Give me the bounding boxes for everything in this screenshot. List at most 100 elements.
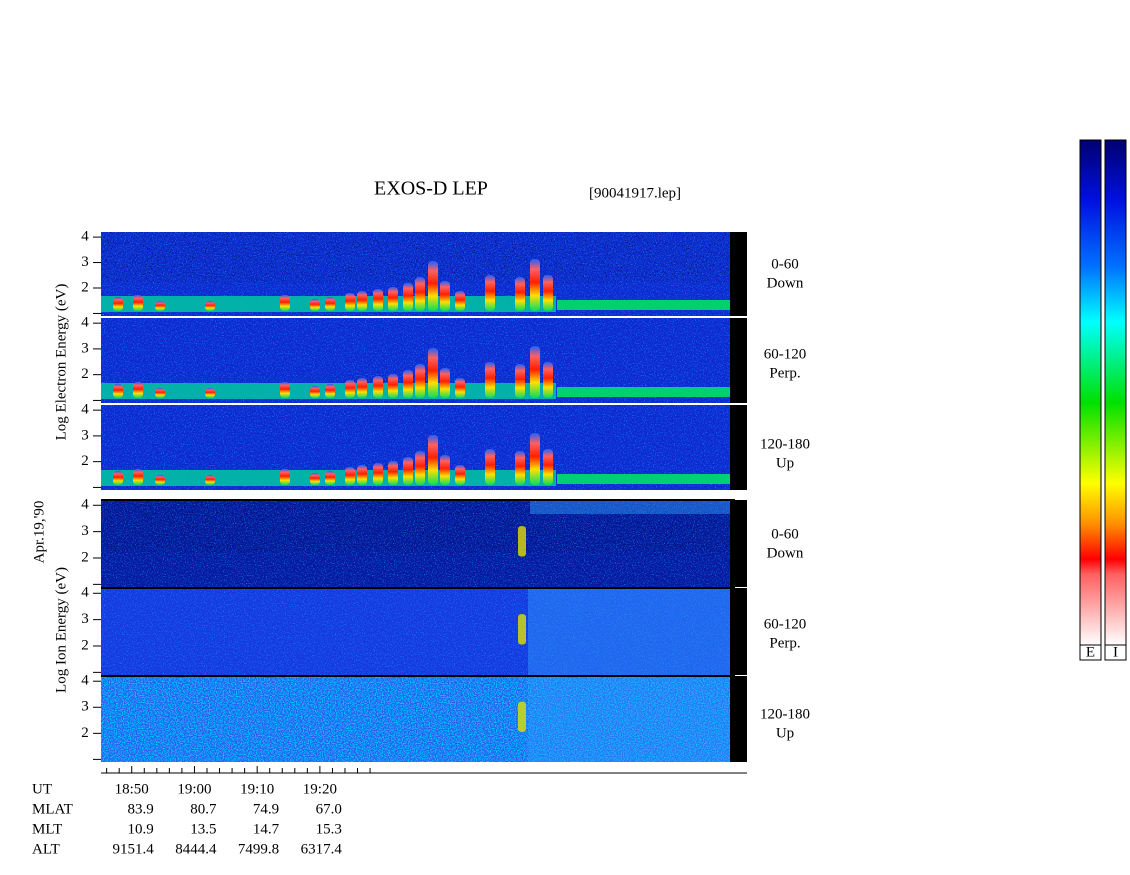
burst (113, 384, 123, 398)
burst (440, 455, 450, 485)
burst (205, 388, 215, 398)
panel-noise (101, 588, 730, 675)
pitch-direction: Up (776, 725, 794, 741)
y-tick-label: 4 (81, 673, 89, 689)
burst (403, 457, 413, 485)
pitch-direction: Perp. (769, 365, 800, 381)
burst (155, 475, 165, 485)
y-tick-label: 2 (81, 279, 89, 295)
ion-beam (518, 614, 526, 645)
pitch-direction: Down (767, 545, 804, 561)
orbit-value: 13.5 (190, 821, 216, 837)
y-tick-label: 2 (81, 549, 89, 565)
spectrogram-panel (101, 405, 747, 490)
burst (345, 380, 355, 398)
ion-enhancement (528, 588, 730, 675)
burst (455, 465, 465, 485)
ion-enhancement (530, 500, 730, 514)
burst (428, 435, 438, 485)
burst (133, 295, 143, 311)
y-tick-label: 3 (81, 340, 89, 356)
burst (428, 261, 438, 311)
panel-edge (730, 405, 747, 490)
y-tick-label: 4 (81, 402, 89, 418)
burst (515, 277, 525, 311)
burst (113, 471, 123, 485)
spectrogram-panel (101, 499, 747, 587)
burst (280, 382, 290, 398)
burst (440, 368, 450, 398)
orbit-value: 7499.8 (238, 841, 279, 857)
orbit-value: 67.0 (316, 801, 342, 817)
y-axis-label: Log Ion Energy (eV) (53, 567, 69, 693)
y-tick-label: 2 (81, 725, 89, 741)
burst (133, 469, 143, 485)
burst (280, 469, 290, 485)
ion-beam (518, 701, 526, 732)
burst (455, 378, 465, 398)
y-tick-label: 3 (81, 611, 89, 627)
y-tick-label: 4 (81, 229, 89, 245)
panel-black-noise (101, 232, 730, 283)
y-tick-label: 2 (81, 366, 89, 382)
burst (485, 362, 495, 398)
burst (310, 386, 320, 398)
x-tick-label: 18:50 (115, 781, 149, 797)
orbit-row-name: MLAT (32, 801, 73, 817)
burst (325, 384, 335, 398)
burst (325, 471, 335, 485)
orbit-row-name: UT (32, 781, 52, 797)
panel-noise (101, 676, 730, 762)
x-tick-label: 19:00 (177, 781, 211, 797)
orbit-value: 80.7 (190, 801, 217, 817)
burst (485, 275, 495, 311)
orbit-value: 6317.4 (301, 841, 343, 857)
pitch-range: 120-180 (760, 436, 810, 452)
burst (310, 473, 320, 485)
burst (388, 287, 398, 311)
color-bar (1104, 139, 1127, 646)
burst (388, 461, 398, 485)
burst (280, 295, 290, 311)
low-energy-band (557, 300, 730, 310)
panel-edge (730, 318, 747, 403)
x-tick-label: 19:10 (240, 781, 274, 797)
burst (373, 289, 383, 311)
pitch-range: 0-60 (771, 256, 799, 272)
y-tick-label: 2 (81, 453, 89, 469)
burst (485, 449, 495, 485)
orbit-row-name: ALT (32, 841, 60, 857)
title: EXOS-D LEP (374, 178, 488, 200)
y-tick-label: 2 (81, 637, 89, 653)
burst (415, 451, 425, 485)
y-tick-label: 3 (81, 523, 89, 539)
file-name: [90041917.lep] (589, 185, 681, 201)
orbit-value: 74.9 (253, 801, 279, 817)
y-tick-label: 4 (81, 315, 89, 331)
burst (345, 293, 355, 311)
burst (403, 283, 413, 311)
burst (515, 451, 525, 485)
color-bar-label: I (1113, 644, 1118, 660)
spectrogram-panel (101, 318, 747, 403)
ion-enhancement (528, 676, 730, 762)
burst (373, 463, 383, 485)
y-axis-label: Log Electron Energy (eV) (53, 284, 69, 441)
y-tick-label: 3 (81, 427, 89, 443)
burst (543, 362, 553, 398)
orbit-value: 9151.4 (112, 841, 154, 857)
x-tick-label: 19:20 (303, 781, 337, 797)
burst (357, 465, 367, 485)
pitch-direction: Down (767, 275, 804, 291)
burst (415, 277, 425, 311)
spectrogram-panel (101, 675, 747, 762)
low-energy-band (557, 387, 730, 397)
y-tick-label: 4 (81, 497, 89, 513)
pitch-direction: Perp. (769, 635, 800, 651)
burst (155, 388, 165, 398)
pitch-range: 60-120 (764, 616, 807, 632)
burst (373, 376, 383, 398)
date: Apr.19,'90 (31, 501, 47, 564)
burst (205, 475, 215, 485)
